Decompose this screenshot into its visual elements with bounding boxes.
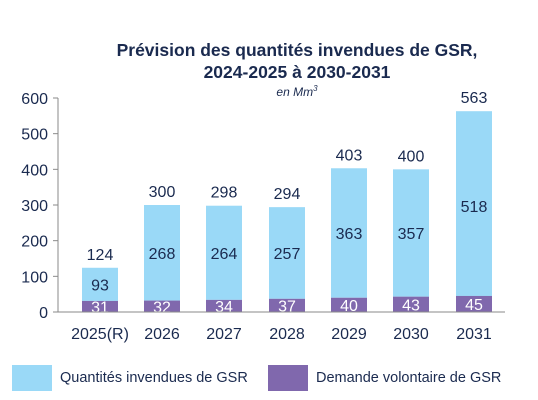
x-tick-label: 2031 — [456, 326, 492, 343]
bar-segment-unsold — [331, 168, 367, 298]
x-tick-label: 2030 — [393, 326, 429, 343]
chart-subtitle: en Mm3 — [28, 84, 538, 99]
data-label-unsold: 357 — [398, 226, 425, 243]
data-label-voluntary: 34 — [215, 299, 233, 316]
x-tick-label: 2029 — [331, 326, 367, 343]
data-label-voluntary: 40 — [340, 298, 358, 315]
y-tick-label: 300 — [21, 198, 48, 215]
data-label-total: 403 — [336, 147, 363, 164]
x-tick-label: 2026 — [144, 326, 180, 343]
data-label-unsold: 93 — [91, 277, 109, 294]
subtitle-superscript: 3 — [313, 84, 318, 93]
y-tick-label: 200 — [21, 234, 48, 251]
x-tick-label: 2028 — [269, 326, 305, 343]
legend-item-voluntary: Demande volontaire de GSR — [268, 365, 501, 391]
data-label-total: 124 — [87, 247, 114, 264]
bar-segment-voluntary — [393, 296, 429, 312]
data-label-total: 300 — [149, 184, 176, 201]
y-tick-label: 400 — [21, 162, 48, 179]
bar-segment-unsold — [269, 207, 305, 299]
y-tick-label: 500 — [21, 127, 48, 144]
y-tick-label: 600 — [21, 91, 48, 108]
data-label-voluntary: 45 — [465, 297, 483, 314]
bar-segment-unsold — [206, 205, 242, 300]
y-tick-label: 100 — [21, 269, 48, 286]
bar-segment-unsold — [82, 267, 118, 301]
data-label-total: 400 — [398, 148, 425, 165]
bar-segment-voluntary — [144, 300, 180, 312]
data-label-unsold: 264 — [211, 246, 238, 263]
data-label-total: 298 — [211, 185, 238, 202]
x-tick-label: 2025(R) — [71, 326, 129, 343]
bar-segment-unsold — [393, 169, 429, 297]
subtitle-text: en Mm — [276, 85, 314, 99]
bar-segment-unsold — [456, 111, 492, 296]
data-label-unsold: 518 — [461, 199, 488, 216]
bar-segment-voluntary — [456, 295, 492, 312]
data-label-unsold: 268 — [149, 246, 176, 263]
legend-item-unsold: Quantités invendues de GSR — [12, 365, 248, 391]
y-tick-label: 0 — [39, 305, 48, 322]
data-label-voluntary: 32 — [153, 299, 171, 316]
data-label-unsold: 363 — [336, 226, 363, 243]
data-label-total: 294 — [274, 186, 301, 203]
data-label-voluntary: 37 — [278, 298, 296, 315]
chart-title-line-2: 2024-2025 à 2030-2031 — [203, 62, 391, 82]
bar-segment-voluntary — [331, 297, 367, 312]
chart-title-line-1: Prévision des quantités invendues de GSR… — [116, 40, 478, 60]
legend-swatch-unsold — [12, 365, 52, 391]
legend-label-voluntary: Demande volontaire de GSR — [316, 370, 502, 386]
legend-swatch-voluntary — [268, 365, 308, 391]
x-tick-label: 2027 — [206, 326, 242, 343]
bar-segment-voluntary — [269, 298, 305, 312]
bar-segment-unsold — [144, 205, 180, 301]
legend-label-unsold: Quantités invendues de GSR — [60, 370, 248, 386]
bar-segment-voluntary — [82, 300, 118, 312]
data-label-total: 563 — [461, 90, 488, 107]
data-label-voluntary: 43 — [402, 297, 420, 314]
bar-segment-voluntary — [206, 299, 242, 312]
data-label-unsold: 257 — [274, 246, 301, 263]
data-label-voluntary: 31 — [91, 299, 109, 316]
